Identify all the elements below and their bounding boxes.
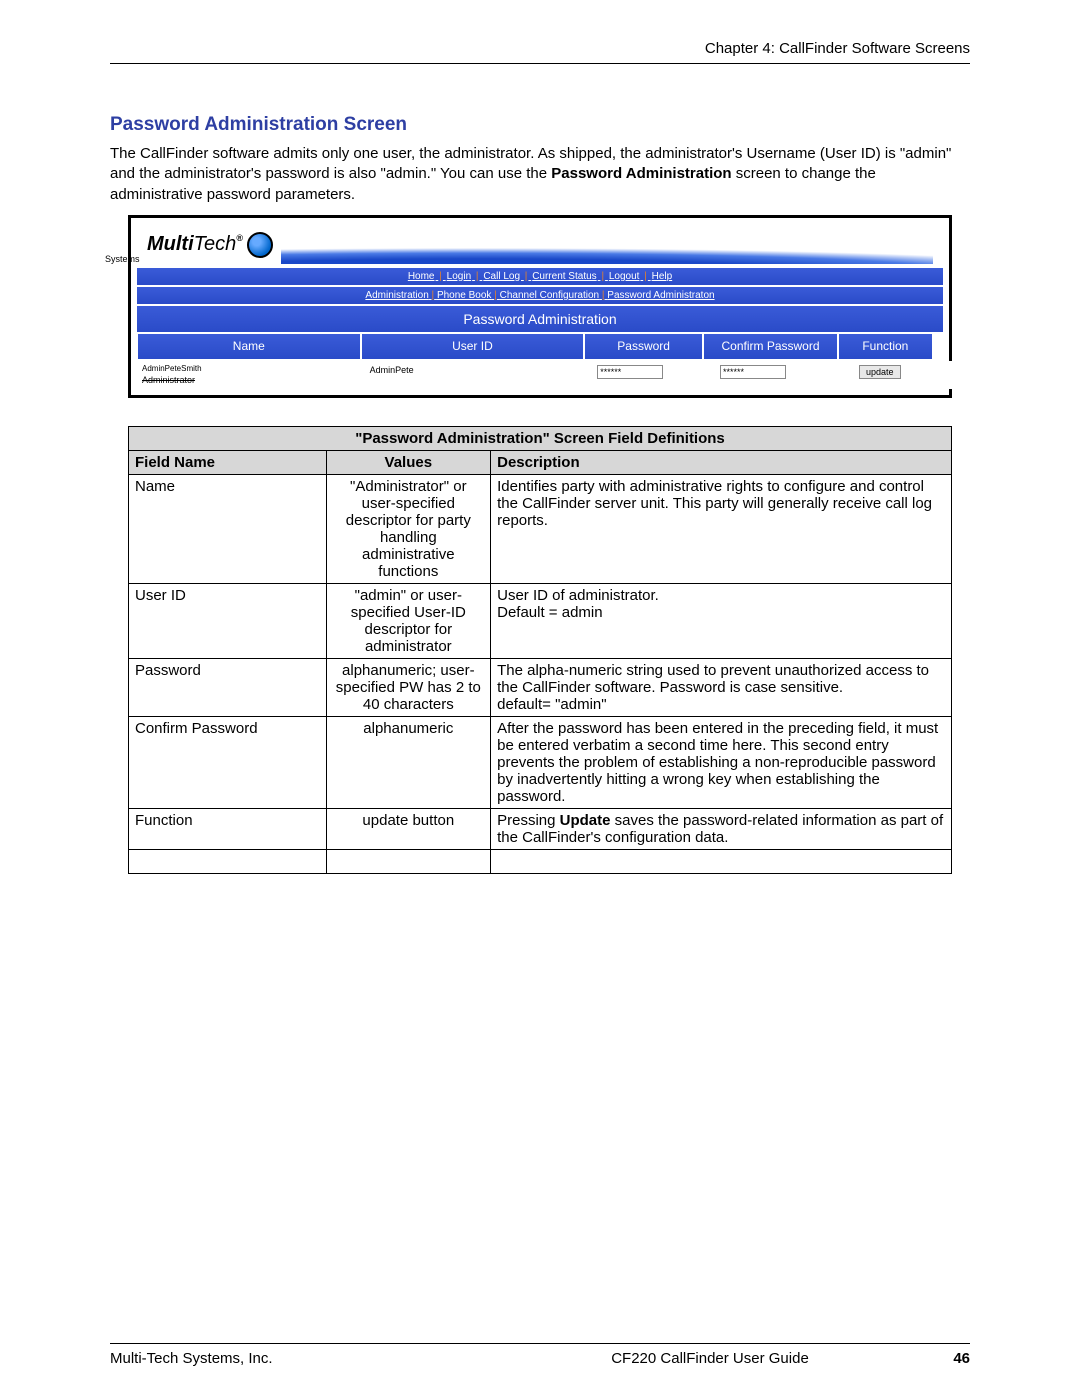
swoosh-graphic bbox=[281, 232, 933, 264]
cell-userid: AdminPete bbox=[365, 361, 593, 389]
name-overlay: AdminPeteSmith bbox=[142, 364, 202, 373]
col-name: Name bbox=[137, 333, 361, 360]
cell-confirm-password: ****** bbox=[715, 361, 854, 389]
def-field: Name bbox=[129, 474, 327, 583]
def-values: "Administrator" or user-specified descri… bbox=[326, 474, 491, 583]
field-definitions-table: "Password Administration" Screen Field D… bbox=[128, 426, 952, 874]
intro-paragraph: The CallFinder software admits only one … bbox=[110, 144, 970, 205]
col-function: Function bbox=[838, 333, 933, 360]
logo-reg: ® bbox=[236, 233, 243, 243]
cell-function: update bbox=[854, 361, 953, 389]
col-password: Password bbox=[584, 333, 703, 360]
nav-sep: | bbox=[525, 271, 528, 282]
screenshot-panel: MultiTech® Systems Home | Login | Call L… bbox=[128, 215, 952, 398]
grid-header-row: Name User ID Password Confirm Password F… bbox=[137, 333, 943, 360]
nav-login[interactable]: Login bbox=[447, 271, 471, 282]
nav-home[interactable]: Home bbox=[408, 271, 435, 282]
def-values: "admin" or user-specified User-ID descri… bbox=[326, 583, 491, 658]
nav-sep: | bbox=[432, 290, 435, 301]
footer-doc-title: CF220 CallFinder User Guide bbox=[510, 1350, 910, 1367]
def-empty bbox=[491, 849, 952, 873]
nav-sep: | bbox=[494, 290, 497, 301]
def-values: alphanumeric bbox=[326, 716, 491, 808]
intro-text-bold: Password Administration bbox=[551, 165, 731, 182]
def-table-title: "Password Administration" Screen Field D… bbox=[129, 426, 952, 450]
nav-sep: | bbox=[644, 271, 647, 282]
def-description: User ID of administrator. Default = admi… bbox=[491, 583, 952, 658]
logo-row: MultiTech® Systems bbox=[137, 224, 943, 268]
def-description: Identifies party with administrative rig… bbox=[491, 474, 952, 583]
def-field: Password bbox=[129, 658, 327, 716]
nav-sep: | bbox=[601, 271, 604, 282]
def-values: alphanumeric; user-specified PW has 2 to… bbox=[326, 658, 491, 716]
section-title: Password Administration Screen bbox=[110, 114, 970, 136]
col-userid: User ID bbox=[361, 333, 585, 360]
def-field: Confirm Password bbox=[129, 716, 327, 808]
password-input[interactable]: ****** bbox=[597, 365, 663, 379]
cell-name: AdminPeteSmith Administrator bbox=[137, 361, 365, 389]
def-header-description: Description bbox=[491, 450, 952, 474]
def-empty bbox=[129, 849, 327, 873]
logo-tech: Tech bbox=[194, 233, 237, 255]
nav-status[interactable]: Current Status bbox=[532, 271, 596, 282]
def-values: update button bbox=[326, 808, 491, 849]
nav-bar-primary: Home | Login | Call Log | Current Status… bbox=[137, 268, 943, 285]
def-header-values: Values bbox=[326, 450, 491, 474]
nav-help[interactable]: Help bbox=[652, 271, 673, 282]
name-struck: Administrator bbox=[142, 375, 195, 385]
footer-page-number: 46 bbox=[910, 1350, 970, 1367]
nav-bar-secondary: Administration | Phone Book | Channel Co… bbox=[137, 287, 943, 304]
grid-data-row: AdminPeteSmith Administrator AdminPete *… bbox=[137, 361, 943, 389]
nav-channelcfg[interactable]: Channel Configuration bbox=[500, 290, 600, 301]
nav-sep: | bbox=[476, 271, 479, 282]
def-row-empty bbox=[129, 849, 952, 873]
confirm-password-input[interactable]: ****** bbox=[720, 365, 786, 379]
logo-systems: Systems bbox=[105, 254, 273, 264]
def-description: After the password has been entered in t… bbox=[491, 716, 952, 808]
def-desc-pre: Pressing bbox=[497, 812, 560, 829]
nav-admin[interactable]: Administration bbox=[365, 290, 428, 301]
def-desc-bold: Update bbox=[560, 812, 611, 829]
def-row-name: Name "Administrator" or user-specified d… bbox=[129, 474, 952, 583]
def-row-confirm: Confirm Password alphanumeric After the … bbox=[129, 716, 952, 808]
panel-title: Password Administration bbox=[137, 306, 943, 332]
def-row-password: Password alphanumeric; user-specified PW… bbox=[129, 658, 952, 716]
footer-company: Multi-Tech Systems, Inc. bbox=[110, 1350, 510, 1367]
update-button[interactable]: update bbox=[859, 365, 901, 379]
chapter-header: Chapter 4: CallFinder Software Screens bbox=[110, 40, 970, 64]
logo-multi: Multi bbox=[147, 233, 194, 255]
def-empty bbox=[326, 849, 491, 873]
nav-pwadmin[interactable]: Password Administraton bbox=[607, 290, 714, 301]
def-field: Function bbox=[129, 808, 327, 849]
nav-sep: | bbox=[439, 271, 442, 282]
nav-phonebook[interactable]: Phone Book bbox=[437, 290, 492, 301]
def-header-field: Field Name bbox=[129, 450, 327, 474]
col-confirm-password: Confirm Password bbox=[703, 333, 838, 360]
def-description: The alpha-numeric string used to prevent… bbox=[491, 658, 952, 716]
def-row-function: Function update button Pressing Update s… bbox=[129, 808, 952, 849]
nav-calllog[interactable]: Call Log bbox=[483, 271, 520, 282]
cell-password: ****** bbox=[592, 361, 715, 389]
nav-logout[interactable]: Logout bbox=[609, 271, 640, 282]
def-description: Pressing Update saves the password-relat… bbox=[491, 808, 952, 849]
def-row-userid: User ID "admin" or user-specified User-I… bbox=[129, 583, 952, 658]
nav-sep: | bbox=[602, 290, 605, 301]
page-footer: Multi-Tech Systems, Inc. CF220 CallFinde… bbox=[110, 1343, 970, 1367]
def-field: User ID bbox=[129, 583, 327, 658]
